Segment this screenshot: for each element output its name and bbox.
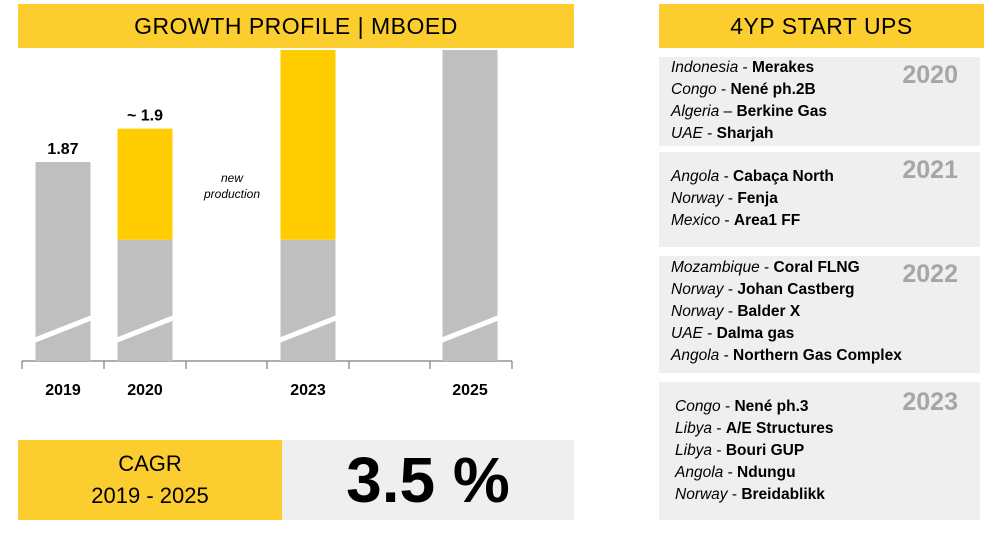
startup-year: 2020 [902,61,958,89]
startup-item: Angola - Northern Gas Complex [671,347,902,364]
startup-block-2023: 2023 Congo - Nené ph.3 Libya - A/E Struc… [659,382,980,520]
startup-item: UAE - Sharjah [671,125,774,142]
growth-profile-title: GROWTH PROFILE | MBOED [134,12,458,39]
bar-base [280,239,336,361]
axis-break-mark [31,314,95,344]
cagr-value-box: 3.5 % [282,440,574,520]
startup-item: Libya - Bouri GUP [675,442,805,459]
startup-item: Norway - Johan Castberg [671,281,855,298]
cagr-period: 2019 - 2025 [91,483,209,508]
startup-item: Angola - Ndungu [675,464,796,481]
startup-list: Angola - Cabaça North Norway - Fenja Mex… [671,166,834,232]
new-production-annotation: new production [203,171,261,201]
startup-item: Congo - Nené ph.3 [675,398,809,415]
startup-item: Norway - Breidablikk [675,486,825,503]
startup-item: Algeria – Berkine Gas [671,103,827,120]
bar-base [117,239,173,361]
axis-break-mark [276,314,340,344]
startup-list: Mozambique - Coral FLNG Norway - Johan C… [671,257,902,367]
startups-header: 4YP START UPS [659,4,984,48]
startup-item: Mexico - Area1 FF [671,212,801,229]
startup-item: Libya - A/E Structures [675,420,834,437]
bar-new-production [117,128,173,240]
bar-base [442,50,498,361]
growth-profile-header: GROWTH PROFILE | MBOED [18,4,574,48]
axis-break-mark [438,314,502,344]
cagr-label: CAGR [118,451,182,476]
bar-data-label: 1.87 [47,141,78,158]
startup-year: 2021 [902,156,958,184]
cagr-value: 3.5 % [346,444,510,516]
startup-block-2022: 2022 Mozambique - Coral FLNG Norway - Jo… [659,256,980,373]
x-tick-label: 2019 [45,382,81,399]
cagr-label-box: CAGR 2019 - 2025 [18,440,282,520]
startup-item: Angola - Cabaça North [671,168,834,185]
startup-item: Congo - Nené ph.2B [671,81,816,98]
startup-list: Congo - Nené ph.3 Libya - A/E Structures… [675,396,834,506]
startup-block-2021: 2021 Angola - Cabaça North Norway - Fenj… [659,152,980,247]
startup-item: Mozambique - Coral FLNG [671,259,860,276]
axis-break-mark [113,314,177,344]
startup-year: 2022 [902,260,958,288]
startup-year: 2023 [902,388,958,416]
x-tick-label: 2020 [127,382,163,399]
startup-list: Indonesia - Merakes Congo - Nené ph.2B A… [671,57,827,145]
startups-title: 4YP START UPS [730,12,913,39]
x-tick-label: 2025 [452,382,488,399]
startup-item: Norway - Fenja [671,190,778,207]
startup-block-2020: 2020 Indonesia - Merakes Congo - Nené ph… [659,57,980,146]
startup-item: UAE - Dalma gas [671,325,795,342]
x-tick-label: 2023 [290,382,326,399]
bar-new-production [280,50,336,240]
startup-item: Norway - Balder X [671,303,801,320]
bar-data-label: ~ 1.9 [127,108,163,125]
startup-item: Indonesia - Merakes [671,59,815,76]
